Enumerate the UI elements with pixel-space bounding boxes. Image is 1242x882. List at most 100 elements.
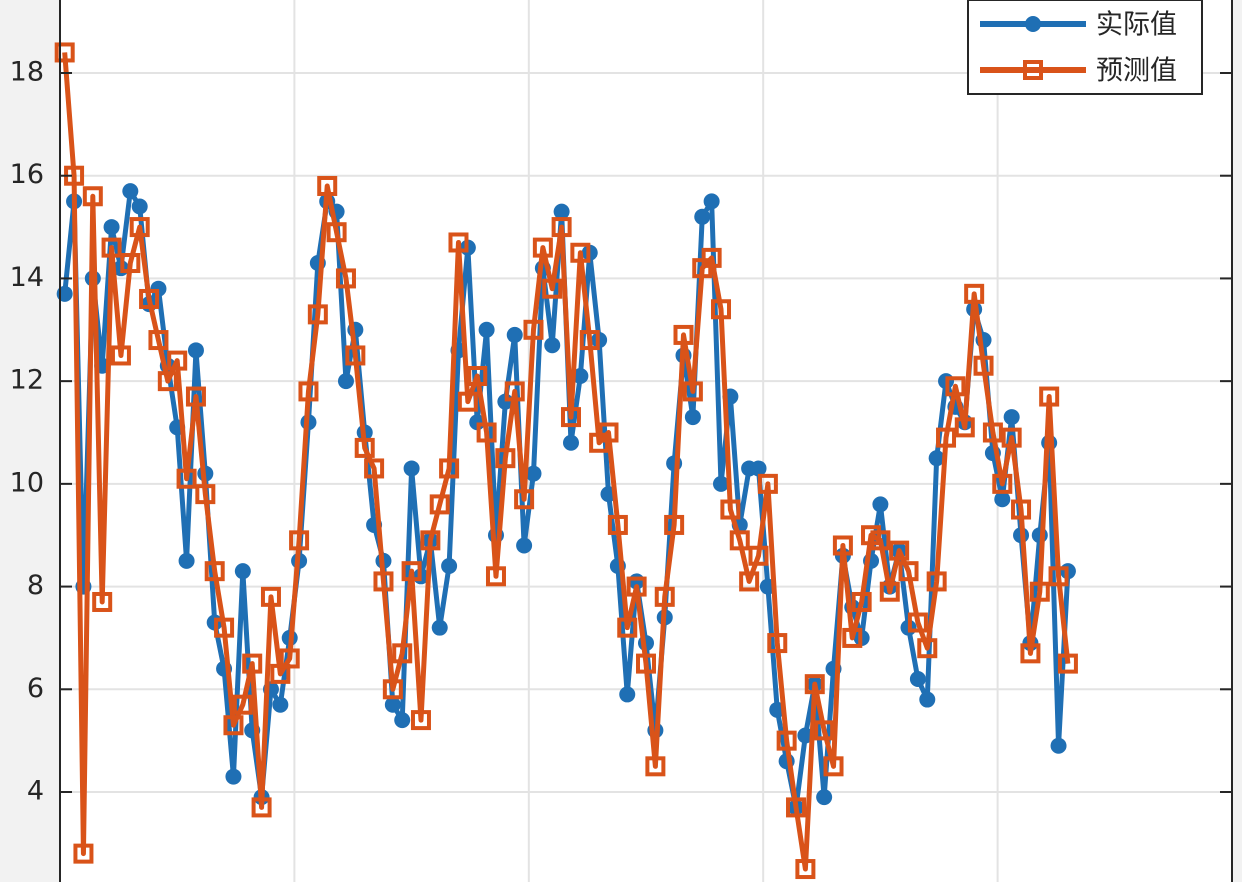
marker [92,591,113,612]
marker [73,843,94,864]
marker [919,691,936,708]
marker [439,458,460,479]
marker [1029,581,1050,602]
marker [832,535,853,556]
marker [579,330,600,351]
marker [279,648,300,669]
marker [354,437,375,458]
marker [131,198,148,215]
y-tick-label: 6 [27,673,44,704]
marker [814,720,835,741]
y-tick-label: 16 [10,159,44,190]
marker [448,232,469,253]
marker [1048,566,1069,587]
marker [101,237,122,258]
marker [429,494,450,515]
marker [272,696,289,713]
marker [619,686,636,703]
marker [928,450,945,467]
series-lines [54,42,1078,880]
marker [110,345,131,366]
marker [129,217,150,238]
marker [982,422,1003,443]
marker [337,373,354,390]
marker [562,434,579,451]
series [54,42,1078,880]
marker [495,448,516,469]
marker [797,727,814,744]
marker [720,499,741,520]
marker [711,299,732,320]
marker [636,653,656,674]
marker [870,530,891,551]
marker [1057,653,1078,674]
marker [907,612,928,633]
legend-label: 预测值 [1096,56,1177,87]
marker [485,566,506,587]
legend-marker [1023,60,1043,80]
marker [542,278,563,299]
marker [185,386,206,407]
marker [195,484,216,505]
marker [410,710,431,731]
marker [384,696,401,713]
marker [441,558,458,575]
marker [1039,386,1060,407]
marker [403,460,420,477]
marker [225,768,242,785]
marker [335,268,356,289]
marker [767,633,788,654]
marker [889,540,910,561]
marker [176,468,197,489]
legend-box [967,0,1203,95]
marker [506,326,523,343]
marker [431,619,448,636]
marker [120,253,141,274]
axes: 4 6 8 10 12 14 16 18 [10,0,1233,882]
marker [729,530,750,551]
marker [617,617,638,638]
marker [204,561,225,582]
marker [467,366,488,387]
marker [214,617,235,638]
marker [823,756,844,777]
marker [776,730,797,751]
marker [139,288,160,309]
marker [476,422,497,443]
marker [645,756,666,777]
marker [232,694,253,715]
marker [157,371,178,392]
marker [626,576,647,597]
y-tick-label: 12 [10,365,44,396]
marker [816,789,833,806]
marker [684,409,701,426]
marker [664,514,685,535]
marker [260,586,281,607]
marker [1011,499,1032,520]
marker [682,381,703,402]
marker [148,330,169,351]
marker [553,203,570,220]
marker [457,391,478,412]
marker [898,561,919,582]
marker [54,42,75,63]
marker [523,319,544,340]
marker [572,368,589,385]
marker [701,247,722,268]
marker [607,514,628,535]
marker [786,797,807,818]
legend-label: 实际值 [1096,10,1177,41]
marker [739,571,760,592]
marker [795,859,816,880]
marker [1020,643,1041,664]
marker [289,530,310,551]
marker [748,545,769,566]
marker [178,552,195,569]
marker [560,407,581,428]
marker [926,571,947,592]
y-tick-label: 14 [10,262,44,293]
y-tick-label: 10 [10,467,44,498]
legend-marker [1025,16,1041,32]
